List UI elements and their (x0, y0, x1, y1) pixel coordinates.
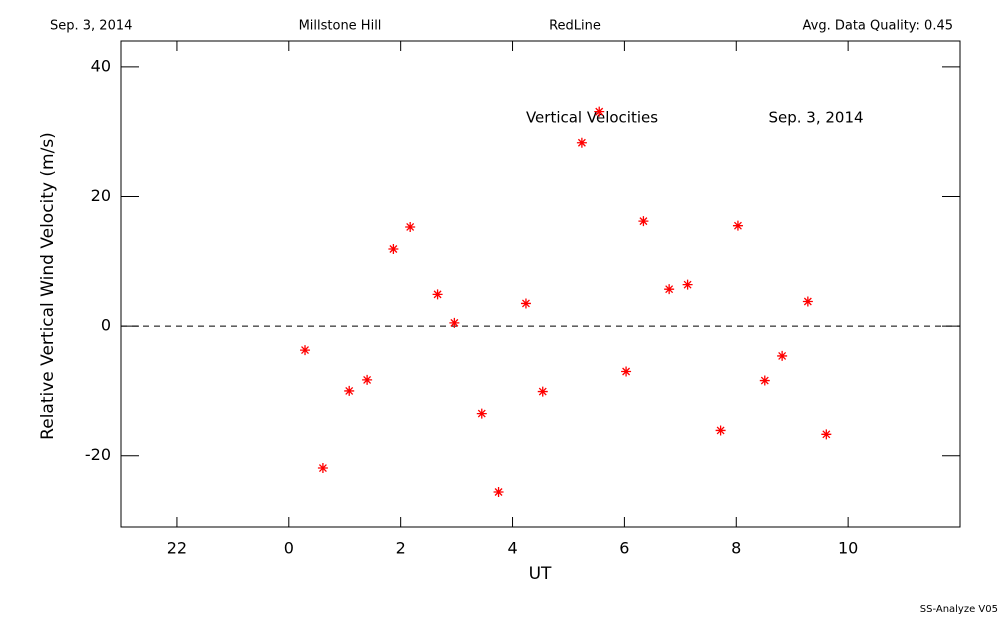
header-site: Millstone Hill (299, 19, 382, 34)
x-tick-label: 10 (838, 539, 858, 558)
data-point (388, 244, 399, 255)
data-point (520, 298, 531, 309)
data-point (493, 487, 504, 498)
annotation-title: Vertical Velocities (526, 109, 658, 127)
data-point (300, 345, 311, 356)
data-point (432, 289, 443, 300)
data-point (405, 221, 416, 232)
data-point (449, 317, 460, 328)
x-tick-label: 2 (396, 539, 406, 558)
data-point (594, 106, 605, 117)
data-point (362, 374, 373, 385)
x-tick-label: 0 (284, 539, 294, 558)
x-tick-label: 6 (619, 539, 629, 558)
x-tick-label: 4 (507, 539, 517, 558)
data-point (317, 463, 328, 474)
header-quality: Avg. Data Quality: 0.45 (803, 19, 953, 34)
footer: SS-Analyze V05 (920, 604, 998, 615)
y-axis-label: Relative Vertical Wind Velocity (m/s) (38, 132, 58, 440)
data-point (759, 375, 770, 386)
data-point (537, 386, 548, 397)
data-point (777, 350, 788, 361)
annotation-date: Sep. 3, 2014 (768, 109, 863, 127)
y-tick-label: 20 (91, 186, 111, 205)
data-point (476, 408, 487, 419)
header-instrument: RedLine (549, 19, 601, 34)
data-point (682, 279, 693, 290)
plot-frame (120, 40, 961, 528)
data-point (732, 220, 743, 231)
data-point (802, 296, 813, 307)
y-tick-label: 40 (91, 56, 111, 75)
header-date: Sep. 3, 2014 (50, 19, 132, 34)
data-point (344, 385, 355, 396)
y-tick-label: -20 (85, 445, 111, 464)
y-tick-label: 0 (101, 316, 111, 335)
data-point (621, 366, 632, 377)
x-tick-label: 8 (731, 539, 741, 558)
data-point (664, 284, 675, 295)
x-axis-label: UT (529, 564, 552, 584)
data-point (821, 429, 832, 440)
data-point (638, 216, 649, 227)
x-tick-label: 22 (167, 539, 187, 558)
data-point (576, 137, 587, 148)
data-point (715, 425, 726, 436)
